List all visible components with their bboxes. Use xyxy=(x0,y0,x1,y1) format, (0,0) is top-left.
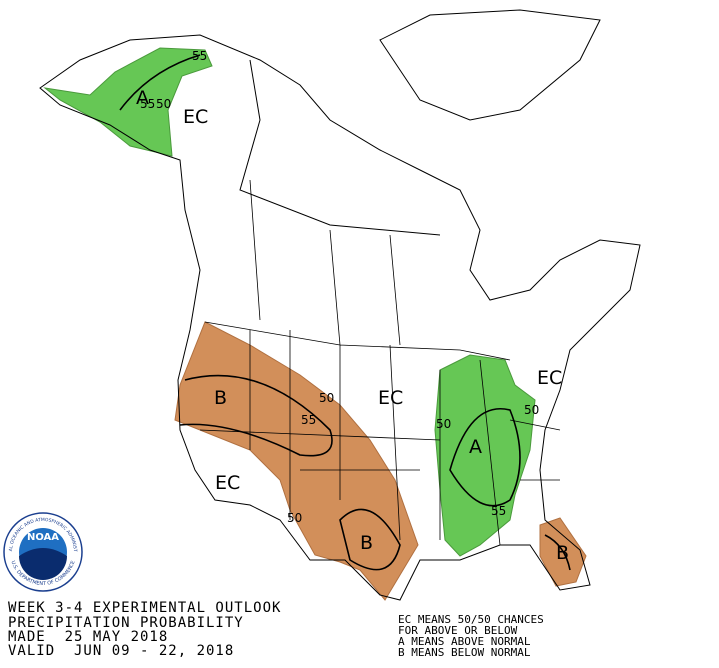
contour-label: 50 xyxy=(524,403,539,417)
above-normal-area xyxy=(434,354,536,557)
map-label: EC xyxy=(378,387,403,409)
coastline xyxy=(39,34,641,601)
contour-label: 55 xyxy=(192,49,207,63)
contour xyxy=(119,54,201,111)
map-label: EC xyxy=(537,367,562,389)
legend-line: A MEANS ABOVE NORMAL xyxy=(398,635,531,648)
footer-line: MADE 25 MAY 2018 xyxy=(8,629,168,645)
border xyxy=(239,59,441,236)
contour-label: 50 xyxy=(436,417,451,431)
legend-line: B MEANS BELOW NORMAL xyxy=(398,646,531,659)
contour-label: 50 xyxy=(319,391,334,405)
contour xyxy=(179,374,333,457)
above-normal-area xyxy=(43,47,213,157)
map-label: B xyxy=(214,387,227,409)
footer-line: VALID JUN 09 - 22, 2018 xyxy=(8,643,234,659)
coastline xyxy=(379,9,601,121)
map-label: EC xyxy=(215,472,240,494)
contour xyxy=(449,408,521,507)
contour xyxy=(544,534,571,571)
footer-line: WEEK 3-4 EXPERIMENTAL OUTLOOK xyxy=(8,600,281,616)
legend-line: FOR ABOVE OR BELOW xyxy=(398,624,518,637)
map-label: A xyxy=(469,436,482,458)
map-label: B xyxy=(556,542,569,564)
legend-line: EC MEANS 50/50 CHANCES xyxy=(398,613,544,626)
contour-label: 55 xyxy=(301,413,316,427)
contour-label: 50 xyxy=(287,511,302,525)
contour-label: 50 xyxy=(156,97,171,111)
contour xyxy=(339,508,401,571)
map-label: EC xyxy=(183,106,208,128)
contour-label: 55 xyxy=(491,504,506,518)
boundary xyxy=(199,179,561,546)
map-label: A xyxy=(136,87,149,109)
logo-wave xyxy=(19,548,67,580)
contour-label: 55 xyxy=(140,97,155,111)
logo-name: NOAA xyxy=(27,532,59,543)
map-label: B xyxy=(360,532,373,554)
footer-line: PRECIPITATION PROBABILITY xyxy=(8,615,244,631)
